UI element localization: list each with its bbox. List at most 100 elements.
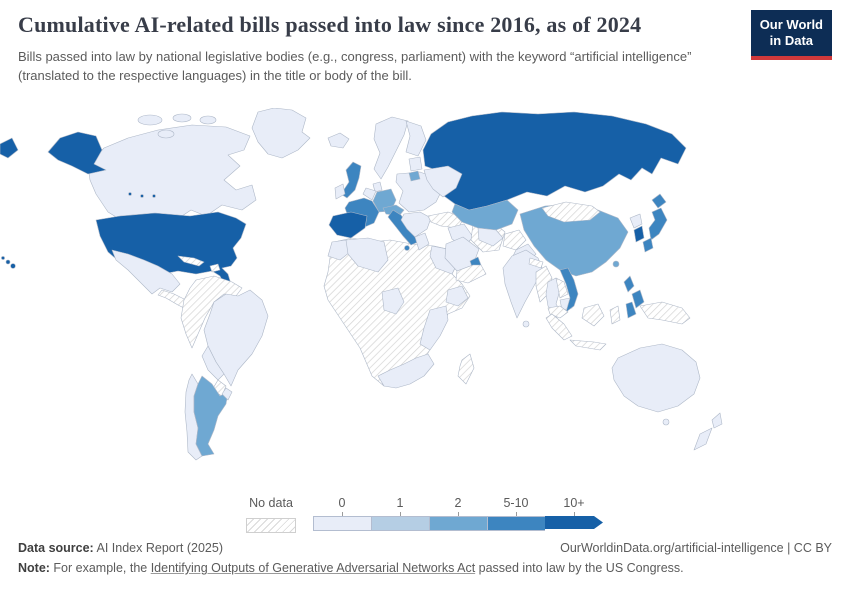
country-norway-sweden[interactable] (373, 116, 409, 180)
country-spain-portugal[interactable] (328, 211, 368, 239)
legend-bin-0-swatch[interactable] (313, 516, 371, 531)
country-southern-africa[interactable] (377, 353, 435, 389)
country-mexico[interactable] (111, 249, 181, 295)
country-italy-sicily[interactable] (404, 245, 410, 251)
world-map (0, 108, 723, 461)
legend-tick (457, 512, 459, 516)
country-ukraine-belarus[interactable] (423, 165, 463, 198)
country-australia-tasmania[interactable] (662, 418, 670, 426)
country-baltics-north[interactable] (408, 156, 423, 172)
legend-bin-2: 2 (429, 496, 487, 531)
country-japan-honshu[interactable] (648, 207, 668, 241)
country-chad[interactable] (381, 287, 405, 315)
country-afghanistan[interactable] (502, 229, 527, 251)
country-nepal[interactable] (528, 257, 544, 269)
country-taiwan[interactable] (612, 260, 620, 268)
country-indonesia-sulawesi[interactable] (609, 305, 621, 325)
country-east-africa[interactable] (419, 305, 449, 351)
country-algeria[interactable] (345, 237, 389, 273)
country-australia[interactable] (611, 343, 701, 413)
country-united-states-hawaii-2[interactable] (5, 259, 11, 265)
country-japan-hokkaido[interactable] (651, 193, 667, 209)
country-kazakhstan[interactable] (451, 199, 519, 231)
country-uruguay[interactable] (221, 387, 233, 401)
country-canada[interactable] (87, 124, 257, 221)
note-label: Note: (18, 561, 50, 575)
country-netherlands-belgium[interactable] (362, 187, 377, 201)
country-cuba[interactable] (177, 255, 205, 267)
country-philippines-1[interactable] (623, 275, 635, 293)
country-vietnam[interactable] (559, 267, 579, 313)
country-indonesia-java[interactable] (569, 339, 607, 351)
country-greenland[interactable] (251, 108, 311, 159)
country-north-korea[interactable] (629, 213, 643, 229)
country-canada-arctic-4[interactable] (157, 129, 175, 139)
country-indonesia-borneo[interactable] (581, 303, 605, 327)
note-link[interactable]: Identifying Outputs of Generative Advers… (150, 561, 476, 575)
country-sri-lanka[interactable] (522, 320, 530, 328)
legend-bin-1-swatch[interactable] (371, 516, 429, 531)
country-united-states-aleutians-2[interactable] (140, 194, 144, 198)
note-suffix: passed into law by the US Congress. (475, 561, 684, 575)
country-united-kingdom[interactable] (340, 161, 362, 199)
legend-bin-1: 1 (371, 496, 429, 531)
country-iceland[interactable] (327, 132, 350, 149)
country-canada-arctic-3[interactable] (199, 115, 217, 125)
legend-bins: 0 1 2 5-10 10+ (313, 496, 603, 531)
country-united-states-alaska[interactable] (47, 131, 107, 175)
country-south-korea[interactable] (633, 225, 645, 243)
country-ireland[interactable] (334, 183, 346, 200)
country-brazil[interactable] (203, 289, 269, 387)
country-japan-kyushu[interactable] (642, 237, 654, 253)
legend-bin-3-swatch[interactable] (487, 516, 545, 531)
legend-bin-4-label: 10+ (563, 496, 585, 510)
country-russia[interactable] (422, 111, 687, 211)
header: Cumulative AI-related bills passed into … (18, 10, 832, 86)
legend-bin-4-swatch[interactable] (545, 516, 603, 529)
owid-logo[interactable]: Our World in Data (750, 10, 832, 60)
country-united-states-aleutians-3[interactable] (152, 194, 156, 198)
country-russia-wrap[interactable] (0, 137, 19, 159)
country-finland[interactable] (405, 120, 427, 157)
legend-bin-2-swatch[interactable] (429, 516, 487, 531)
country-central-asia[interactable] (477, 227, 504, 247)
page-title: Cumulative AI-related bills passed into … (18, 12, 642, 37)
legend-bin-1-label: 1 (396, 496, 404, 510)
owid-logo-line2: in Data (769, 33, 814, 49)
owid-logo-line1: Our World (759, 17, 823, 32)
country-philippines-3[interactable] (625, 301, 637, 319)
country-mongolia[interactable] (541, 201, 601, 223)
country-new-zealand-south[interactable] (693, 427, 713, 451)
country-laos[interactable] (555, 277, 569, 299)
country-hispaniola[interactable] (209, 263, 221, 273)
country-indonesia-sumatra[interactable] (545, 313, 573, 341)
country-lithuania[interactable] (408, 170, 421, 182)
legend-bin-4: 10+ (545, 496, 603, 531)
legend-tick (573, 512, 575, 516)
country-madagascar[interactable] (457, 353, 475, 385)
country-united-states-aleutians-1[interactable] (128, 192, 132, 196)
country-papua-new-guinea[interactable] (639, 301, 691, 325)
country-horn-of-africa[interactable] (445, 285, 469, 307)
country-new-zealand-north[interactable] (711, 412, 723, 429)
country-greece[interactable] (414, 232, 430, 251)
page-subtitle: Bills passed into law by national legisl… (18, 49, 692, 83)
country-denmark[interactable] (372, 181, 383, 193)
country-united-states-hawaii-3[interactable] (10, 263, 16, 269)
legend-bin-0: 0 (313, 496, 371, 531)
country-canada-arctic-1[interactable] (137, 114, 163, 126)
attribution: OurWorldinData.org/artificial-intelligen… (560, 541, 832, 555)
data-source-value: AI Index Report (2025) (93, 541, 223, 555)
country-philippines-2[interactable] (631, 289, 645, 309)
country-canada-arctic-2[interactable] (172, 113, 192, 123)
country-yemen-oman[interactable] (455, 264, 487, 284)
country-balkans[interactable] (400, 211, 432, 238)
country-morocco[interactable] (327, 239, 351, 261)
note-prefix: For example, the (49, 561, 151, 575)
legend-bin-2-label: 2 (454, 496, 462, 510)
country-united-states-hawaii-1[interactable] (1, 256, 5, 260)
legend-no-data-swatch[interactable] (246, 518, 296, 533)
legend-bin-0-label: 0 (338, 496, 346, 510)
country-india[interactable] (502, 249, 544, 319)
